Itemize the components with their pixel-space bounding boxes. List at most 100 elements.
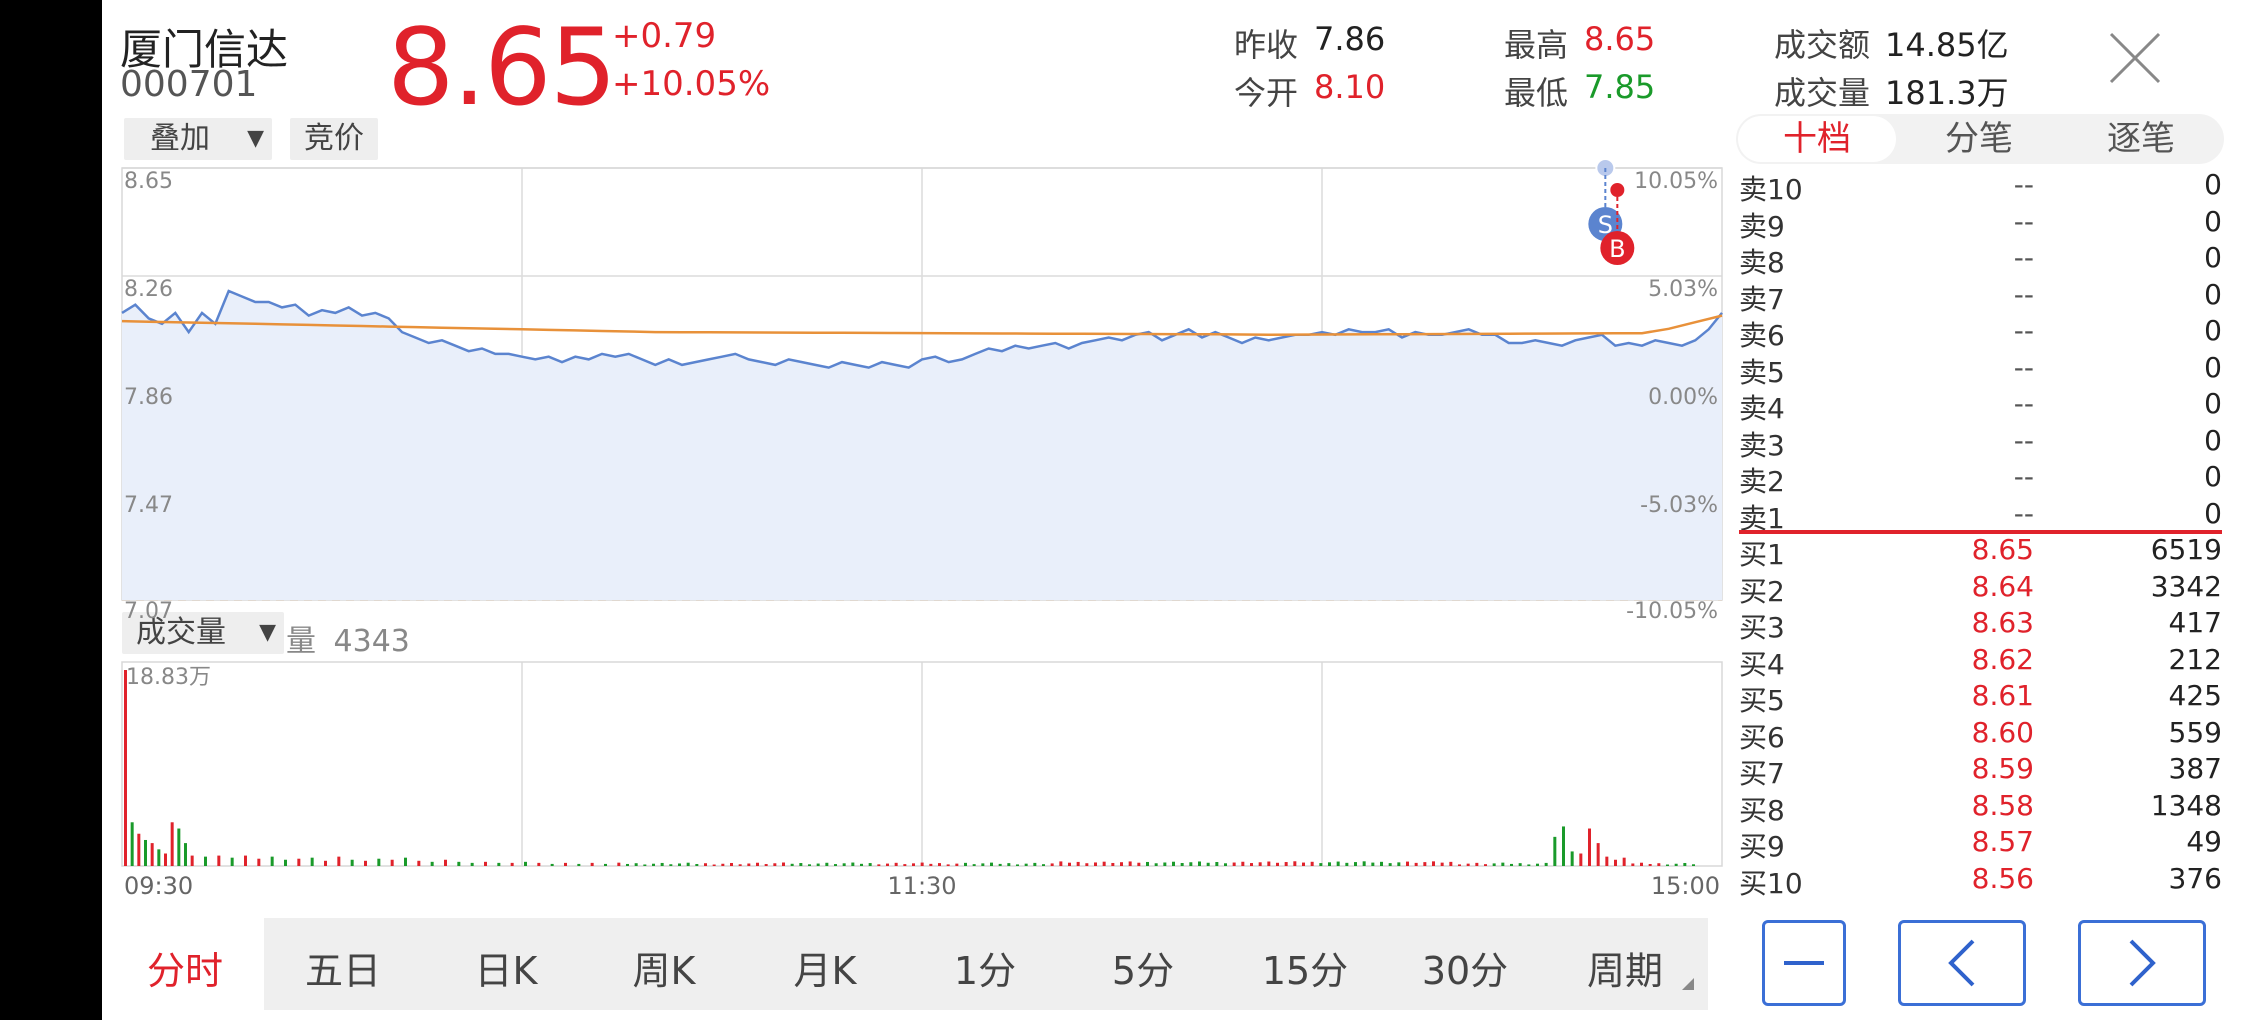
amount-value: 14.85亿 — [1885, 26, 2009, 64]
volume-bar — [1674, 863, 1678, 866]
level-volume: 0 — [2204, 277, 2222, 311]
overlay-label: 叠加 — [150, 121, 210, 156]
bid-row: 买7 8.59 387 — [1739, 752, 2222, 790]
volume-bar — [634, 863, 638, 866]
volume-bar — [1588, 828, 1591, 866]
volume-bar — [964, 862, 967, 866]
ask-row: 卖7 -- 0 — [1739, 277, 2222, 316]
volume-bar — [457, 861, 461, 866]
prev-close-label: 昨收 — [1234, 26, 1299, 64]
volume-bar — [1484, 864, 1487, 866]
volume-bar — [1605, 856, 1609, 866]
period-tab[interactable]: 周K — [632, 949, 696, 993]
volume-bar — [1527, 864, 1531, 866]
volume-bar — [1449, 861, 1453, 866]
ask-row: 卖9 -- 0 — [1739, 204, 2222, 243]
level-volume: 0 — [2204, 241, 2222, 274]
volume-bar — [1154, 863, 1158, 866]
level-price: -- — [2013, 204, 2034, 238]
previous-stock-button[interactable] — [1898, 920, 2026, 1006]
period-tab[interactable]: 5分 — [1111, 949, 1175, 993]
volume-value: 181.3万 — [1885, 74, 2009, 112]
level-volume: 212 — [2168, 642, 2222, 676]
level-price: -- — [2013, 423, 2034, 457]
close-button[interactable] — [2105, 28, 2165, 88]
period-tab[interactable]: 15分 — [1261, 949, 1349, 993]
volume-bar — [150, 843, 154, 866]
volume-bar — [364, 860, 367, 866]
period-tab[interactable]: 周期 — [1586, 949, 1663, 993]
corner-triangle-icon — [1682, 978, 1694, 990]
level-label: 买2 — [1739, 574, 1785, 608]
period-tab[interactable]: 30分 — [1421, 949, 1509, 993]
volume-bar — [1068, 862, 1071, 866]
level-label: 买10 — [1739, 866, 1803, 900]
volume-bar — [1128, 861, 1132, 866]
volume-bar — [808, 864, 811, 866]
period-tab[interactable]: 月K — [793, 949, 857, 993]
volume-bar — [1432, 861, 1435, 866]
volume-bar — [470, 862, 474, 866]
volume-bar — [1224, 863, 1227, 866]
level-volume: 6519 — [2150, 533, 2222, 566]
next-stock-button[interactable] — [2078, 920, 2206, 1006]
volume-bar — [686, 862, 690, 866]
order-book-tabs: 十档 分笔 逐笔 — [1736, 114, 2224, 164]
bid-row: 买4 8.62 212 — [1739, 642, 2222, 681]
volume-bar — [590, 862, 594, 866]
period-tab[interactable]: 分时 — [146, 949, 223, 993]
level-label: 买7 — [1739, 757, 1785, 790]
high-label: 最高 — [1504, 26, 1569, 64]
collapse-button[interactable] — [1762, 920, 1846, 1006]
volume-indicator-dropdown[interactable]: 成交量 ▼ — [122, 612, 284, 654]
volume-bar — [1657, 863, 1661, 866]
open-value: 8.10 — [1314, 68, 1386, 106]
overlay-dropdown[interactable]: 叠加 ▼ — [124, 118, 272, 160]
volume-bar — [877, 864, 881, 866]
ask-row: 卖6 -- 0 — [1739, 314, 2222, 352]
volume-bar — [1007, 863, 1011, 866]
level-volume: 0 — [2204, 204, 2222, 238]
volume-bar — [164, 853, 167, 866]
volume-bar — [1380, 861, 1383, 866]
volume-bar — [284, 859, 287, 866]
volume-bar — [747, 863, 751, 866]
tab-ticks[interactable]: 分笔 — [1945, 119, 2013, 159]
volume-bar — [816, 863, 820, 866]
volume-bar — [144, 839, 147, 866]
volume-bar — [1562, 826, 1565, 866]
volume-bar — [1501, 862, 1505, 866]
price-change: +0.79 — [612, 16, 717, 56]
volume-bar — [1345, 862, 1349, 866]
intraday-chart[interactable]: 8.65 8.26 7.86 7.47 7.07 10.05% 5.03% 0.00% -5.0… — [102, 0, 1724, 900]
volume-bar — [626, 863, 629, 866]
period-tab[interactable]: 日K — [474, 949, 538, 993]
level-volume: 417 — [2168, 606, 2222, 639]
volume-bar — [730, 862, 733, 866]
bid-row: 买3 8.63 417 — [1739, 606, 2222, 644]
volume-bar — [337, 856, 341, 866]
period-tab[interactable]: 五日 — [304, 949, 381, 993]
volume-bar — [894, 862, 898, 866]
prev-close-value: 7.86 — [1314, 20, 1386, 58]
volume-bar — [1336, 861, 1340, 866]
volume-bar — [782, 862, 785, 866]
volume-bar — [1319, 863, 1323, 866]
price-area-fill — [122, 291, 1722, 600]
volume-bar — [1458, 864, 1461, 866]
amount-label: 成交额 — [1774, 26, 1871, 64]
volume-readout-value: 4343 — [333, 624, 410, 659]
tab-ten-levels[interactable]: 十档 — [1783, 119, 1851, 159]
period-tab[interactable]: 1分 — [953, 949, 1017, 993]
volume-bar — [1310, 861, 1314, 866]
percent-axis-tick: 10.05% — [1634, 169, 1718, 194]
level-volume: 3342 — [2150, 569, 2222, 603]
volume-bar — [1189, 862, 1193, 866]
auction-button[interactable]: 竞价 — [290, 118, 378, 160]
volume-bar — [1180, 863, 1184, 866]
tab-order-by-order[interactable]: 逐笔 — [2107, 119, 2175, 159]
ask-row: 卖4 -- 0 — [1739, 387, 2222, 425]
volume-bar — [1406, 861, 1409, 866]
average-price-line — [121, 314, 1723, 336]
price-axis-tick: 7.86 — [124, 385, 173, 410]
